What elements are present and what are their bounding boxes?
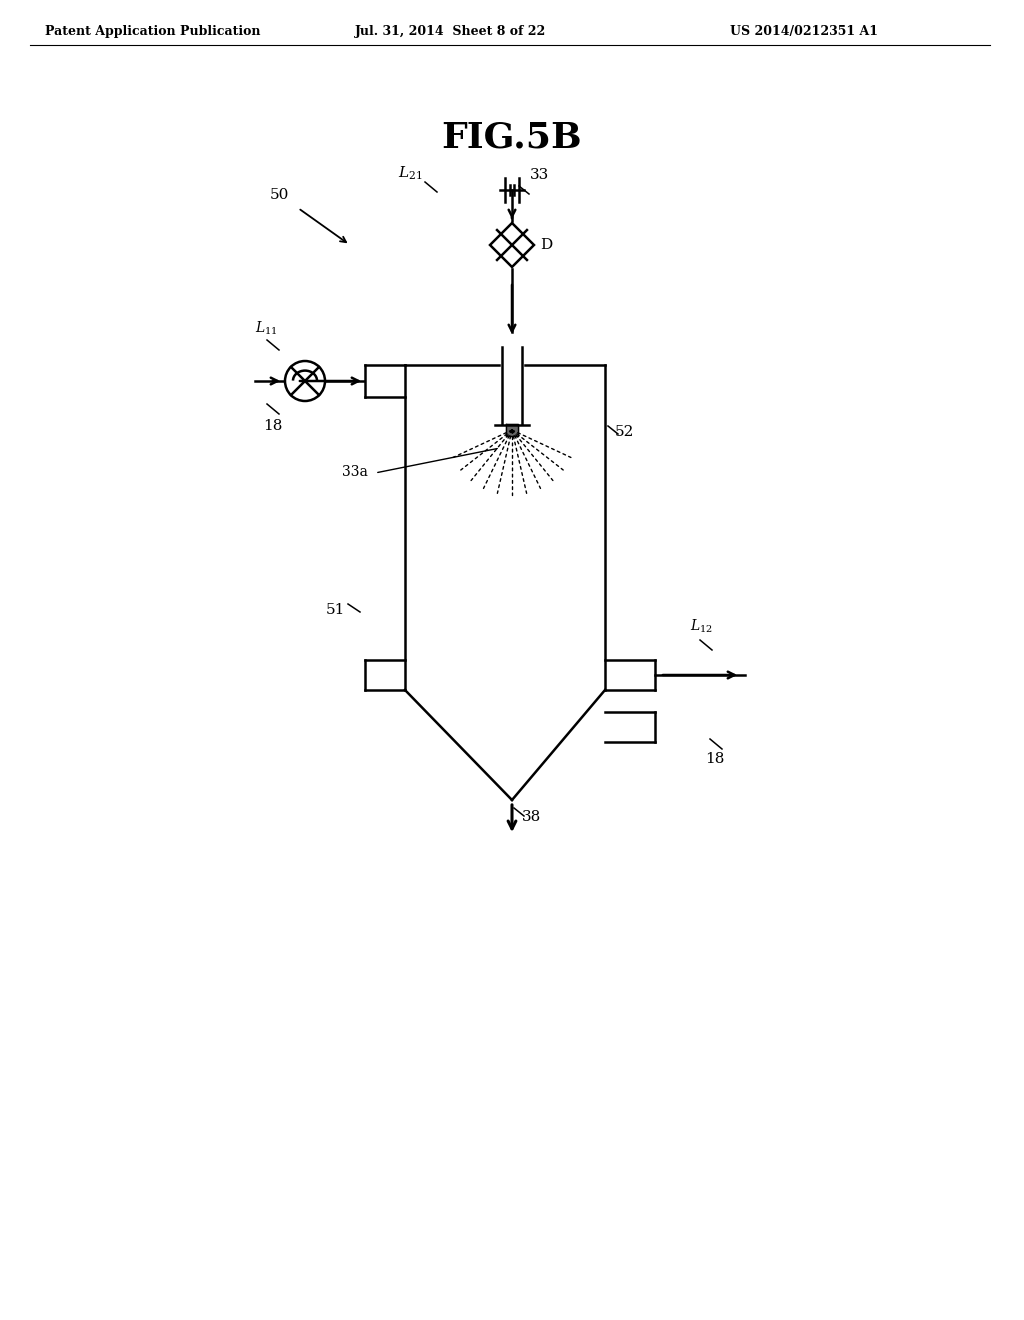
Text: US 2014/0212351 A1: US 2014/0212351 A1 — [730, 25, 878, 38]
Text: 33a: 33a — [342, 465, 368, 479]
Text: $L_{21}$: $L_{21}$ — [397, 165, 422, 182]
Text: 38: 38 — [522, 810, 542, 824]
Text: $L_{11}$: $L_{11}$ — [255, 319, 278, 337]
Text: $L_{12}$: $L_{12}$ — [690, 618, 713, 635]
Text: 50: 50 — [270, 187, 290, 202]
Text: 52: 52 — [615, 425, 635, 440]
Text: 18: 18 — [263, 418, 283, 433]
Text: Patent Application Publication: Patent Application Publication — [45, 25, 260, 38]
Text: Jul. 31, 2014  Sheet 8 of 22: Jul. 31, 2014 Sheet 8 of 22 — [355, 25, 546, 38]
Text: 33: 33 — [530, 168, 549, 182]
Text: D: D — [540, 238, 552, 252]
Text: 18: 18 — [705, 752, 724, 766]
Text: FIG.5B: FIG.5B — [441, 121, 583, 154]
Polygon shape — [506, 424, 518, 436]
Text: 51: 51 — [326, 603, 345, 616]
